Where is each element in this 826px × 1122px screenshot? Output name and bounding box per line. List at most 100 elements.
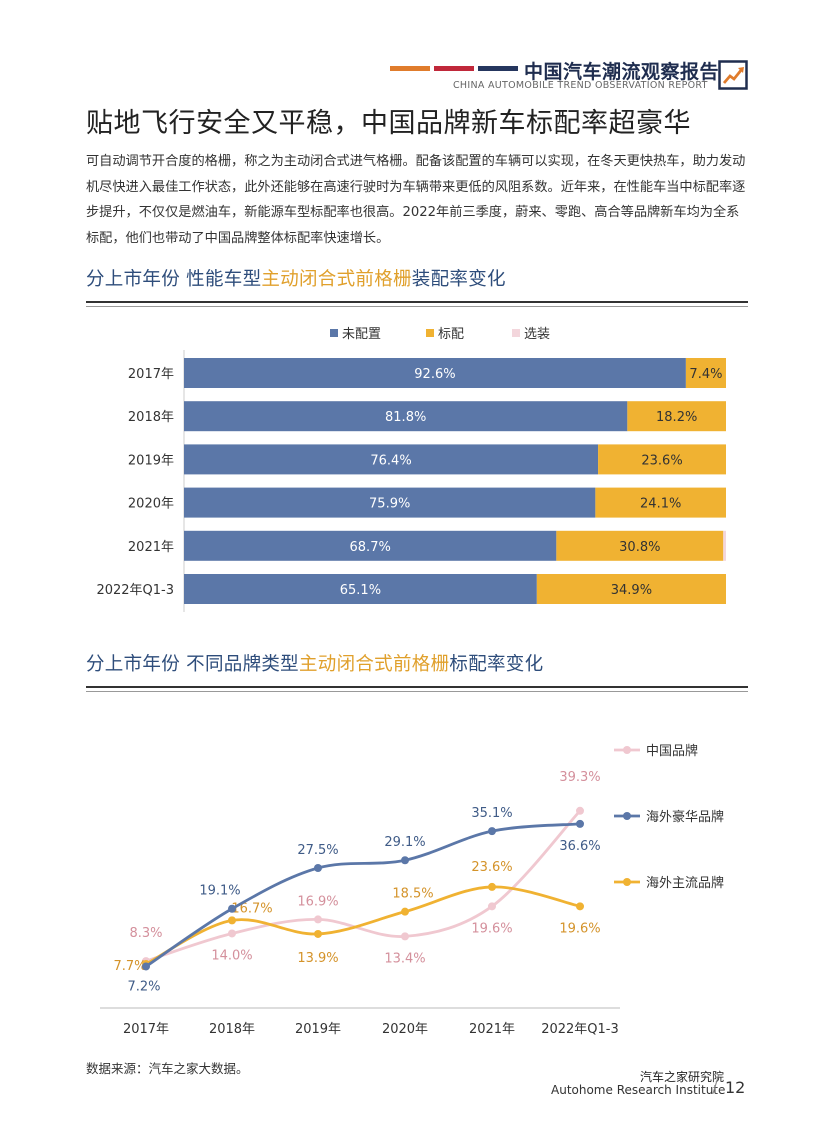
point-data-label: 7.7% <box>113 959 146 974</box>
point-data-label: 7.2% <box>127 979 160 994</box>
point-data-label: 16.9% <box>297 894 338 909</box>
bar-category-label: 2018年 <box>128 410 174 425</box>
x-tick-label: 2021年 <box>469 1022 515 1037</box>
footer-org-cn: 汽车之家研究院 <box>640 1070 725 1084</box>
legend-label-2: 选装 <box>524 327 550 342</box>
x-tick-label: 2019年 <box>295 1022 341 1037</box>
series-point-0 <box>228 929 236 938</box>
section1-title: 分上市年份 性能车型主动闭合式前格栅装配率变化 <box>86 265 506 291</box>
series-point-1 <box>488 827 496 836</box>
series-point-2 <box>576 902 584 911</box>
series-point-1 <box>314 864 322 872</box>
legend-label-0: 中国品牌 <box>646 743 698 759</box>
footer-org-en: Autohome Research Institute <box>551 1083 726 1097</box>
series-point-1 <box>142 962 150 971</box>
point-data-label: 19.6% <box>559 921 600 936</box>
series-point-0 <box>314 915 322 924</box>
bar-data-label: 65.1% <box>340 583 381 598</box>
legend-marker-1 <box>623 812 631 820</box>
bar-segment-1 <box>595 487 726 518</box>
bar-segment-1 <box>556 530 724 561</box>
bar-segment-0 <box>184 444 599 475</box>
bar-segment-1 <box>627 401 726 432</box>
bar-segment-1 <box>685 358 726 388</box>
legend-marker-2 <box>623 878 631 886</box>
report-title: 中国汽车潮流观察报告 <box>524 61 720 83</box>
bar-segment-1 <box>536 574 726 604</box>
bar-data-label: 7.4% <box>689 367 722 382</box>
point-data-label: 8.3% <box>129 926 162 941</box>
x-tick-label: 2020年 <box>382 1022 428 1037</box>
bar-data-label: 34.9% <box>611 583 652 598</box>
series-line-1 <box>145 822 581 968</box>
line-chart: 2017年 2018年 2019年 2020年 2021年 2022年Q1-3 8.3% 14… <box>100 743 724 1037</box>
legend-label-0: 未配置 <box>342 327 381 342</box>
bar-segment-0 <box>184 358 686 388</box>
legend-label-1: 标配 <box>438 327 464 342</box>
point-data-label: 13.9% <box>297 951 338 966</box>
point-data-label: 36.6% <box>559 839 600 854</box>
point-data-label: 29.1% <box>384 835 425 850</box>
bar-segment-0 <box>184 487 596 518</box>
section1-title-suffix: 装配率变化 <box>411 269 506 290</box>
x-tick-label: 2018年 <box>209 1022 255 1037</box>
series-point-2 <box>488 882 496 891</box>
report-subtitle: CHINA AUTOMOBILE TREND OBSERVATION REPOR… <box>453 80 708 91</box>
point-data-label: 14.0% <box>211 948 252 963</box>
series-point-2 <box>401 907 409 916</box>
point-data-label: 19.6% <box>471 921 512 936</box>
series-point-1 <box>576 819 584 828</box>
bar-segment-0 <box>184 530 557 561</box>
legend-swatch-0 <box>330 329 338 337</box>
point-data-label: 18.5% <box>392 887 433 902</box>
bar-data-label: 81.8% <box>385 410 426 425</box>
legend-swatch-2 <box>512 329 520 337</box>
bar-segment-2 <box>723 530 726 561</box>
bar-category-label: 2022年Q1-3 <box>96 583 174 598</box>
point-data-label: 16.7% <box>231 901 272 916</box>
bar-data-label: 23.6% <box>641 453 682 468</box>
section2-divider <box>86 686 748 692</box>
section1-title-highlight: 主动闭合式前格栅 <box>261 269 412 290</box>
section1-title-prefix: 分上市年份 性能车型 <box>86 269 262 290</box>
series-point-0 <box>576 806 584 815</box>
point-data-label: 35.1% <box>471 806 512 821</box>
series-point-0 <box>488 902 496 911</box>
point-data-label: 23.6% <box>471 860 512 875</box>
section2-title-highlight: 主动闭合式前格栅 <box>298 654 450 675</box>
accent-bar-red <box>434 66 474 71</box>
data-source: 数据来源：汽车之家大数据。 <box>86 1061 249 1076</box>
legend-label-1: 海外豪华品牌 <box>646 809 724 825</box>
legend-marker-0 <box>623 746 631 754</box>
point-data-label: 27.5% <box>297 843 338 858</box>
page-number: 12 <box>725 1078 746 1097</box>
page-title: 贴地飞行安全又平稳，中国品牌新车标配率超豪华 <box>86 108 691 139</box>
section1-divider <box>86 301 748 307</box>
legend-label-2: 海外主流品牌 <box>646 875 724 891</box>
section2-title-suffix: 标配率变化 <box>449 654 544 675</box>
accent-bar-orange <box>390 66 430 71</box>
bar-data-label: 92.6% <box>414 367 455 382</box>
series-point-2 <box>314 929 322 938</box>
x-tick-label: 2017年 <box>123 1022 169 1037</box>
stacked-bar-chart: 未配置 标配 选装 2017年 92.6% 7.4% 2018年 81.8% 18.2% 2019… <box>96 327 726 612</box>
bar-segment-1 <box>598 444 726 475</box>
point-data-label: 19.1% <box>199 884 240 899</box>
bar-segment-0 <box>184 574 537 604</box>
point-data-label: 39.3% <box>559 770 600 785</box>
series-point-0 <box>401 932 409 941</box>
bar-category-label: 2021年 <box>128 540 174 555</box>
bar-data-label: 30.8% <box>619 540 660 555</box>
bar-data-label: 18.2% <box>656 410 697 425</box>
bar-data-label: 24.1% <box>640 497 681 512</box>
bar-data-label: 68.7% <box>350 540 391 555</box>
bar-category-label: 2020年 <box>128 497 174 512</box>
bar-data-label: 76.4% <box>370 453 411 468</box>
trend-chart-icon <box>718 60 748 90</box>
series-point-1 <box>401 856 409 865</box>
section2-title: 分上市年份 不同品牌类型主动闭合式前格栅标配率变化 <box>86 650 543 676</box>
footer-slash: / <box>712 1073 720 1098</box>
legend-swatch-1 <box>426 329 434 337</box>
point-data-label: 13.4% <box>384 951 425 966</box>
section2-title-prefix: 分上市年份 不同品牌类型 <box>86 654 299 675</box>
